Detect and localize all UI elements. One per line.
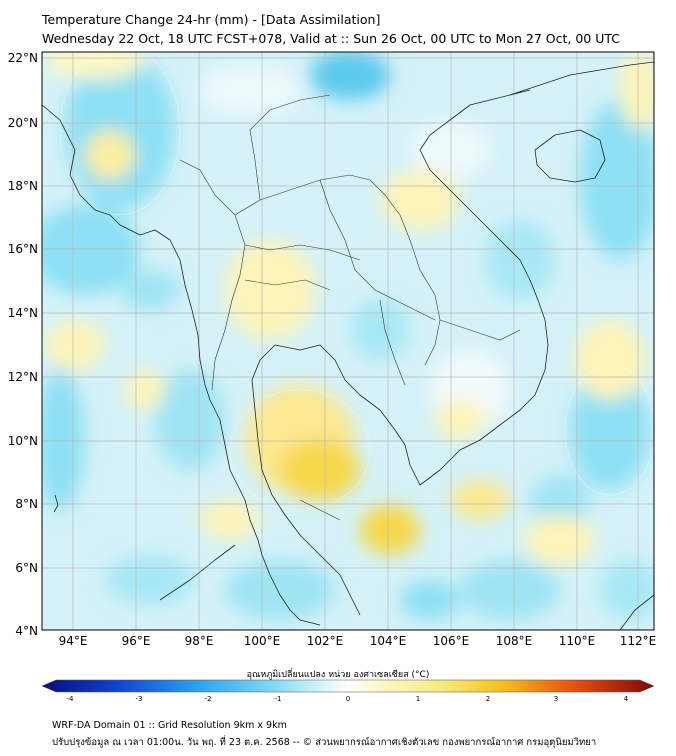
colorbar-tick: 3	[554, 695, 558, 703]
colorbar-tick: 1	[416, 695, 420, 703]
colorbar-label: อุณหภูมิเปลี่ยนแปลง หน่วย องศาเซลเซียส (…	[246, 670, 430, 680]
lat-label: 10°N	[8, 434, 38, 448]
coastlines	[42, 61, 654, 630]
latitude-labels: 22°N 20°N 18°N 16°N 14°N 12°N 10°N 8°N 6…	[8, 51, 38, 638]
country-borders	[179, 94, 521, 521]
lat-label: 4°N	[15, 624, 38, 638]
lon-label: 108°E	[496, 634, 533, 648]
lat-label: 22°N	[8, 51, 38, 65]
lat-label: 6°N	[15, 561, 38, 575]
lon-label: 94°E	[59, 634, 88, 648]
colorbar-ticks: -4 -3 -2 -1 0 1 2 3 4	[67, 695, 629, 703]
colorbar-tick: 2	[486, 695, 490, 703]
temperature-field	[42, 52, 654, 630]
colorbar-tick: -2	[205, 695, 212, 703]
footer-credit: ปรับปรุงข้อมูล ณ เวลา 01:00น. วัน พฤ. ที…	[52, 737, 597, 748]
lon-label: 106°E	[433, 634, 470, 648]
lon-label: 104°E	[370, 634, 407, 648]
lon-label: 98°E	[185, 634, 214, 648]
colorbar-tick: -1	[275, 695, 282, 703]
chart-subtitle: Wednesday 22 Oct, 18 UTC FCST+078, Valid…	[42, 31, 620, 46]
longitude-labels: 94°E 96°E 98°E 100°E 102°E 104°E 106°E 1…	[59, 634, 657, 648]
lat-label: 20°N	[8, 116, 38, 130]
lon-label: 112°E	[620, 634, 657, 648]
colorbar-tick: 0	[346, 695, 350, 703]
lat-label: 12°N	[8, 370, 38, 384]
map-frame	[41, 51, 655, 631]
lat-label: 18°N	[8, 179, 38, 193]
colorbar-tick: 4	[624, 695, 629, 703]
lon-label: 110°E	[559, 634, 596, 648]
map-gridlines	[42, 52, 654, 630]
lon-label: 102°E	[307, 634, 344, 648]
lon-label: 100°E	[244, 634, 281, 648]
lat-label: 8°N	[15, 497, 38, 511]
lon-label: 96°E	[122, 634, 151, 648]
footer-domain-info: WRF-DA Domain 01 :: Grid Resolution 9km …	[52, 720, 287, 731]
colorbar-tick: -3	[136, 695, 143, 703]
chart-title: Temperature Change 24-hr (mm) - [Data As…	[42, 12, 381, 27]
colorbar	[41, 679, 655, 693]
colorbar-tick: -4	[67, 695, 75, 703]
lat-label: 16°N	[8, 242, 38, 256]
lat-label: 14°N	[8, 306, 38, 320]
